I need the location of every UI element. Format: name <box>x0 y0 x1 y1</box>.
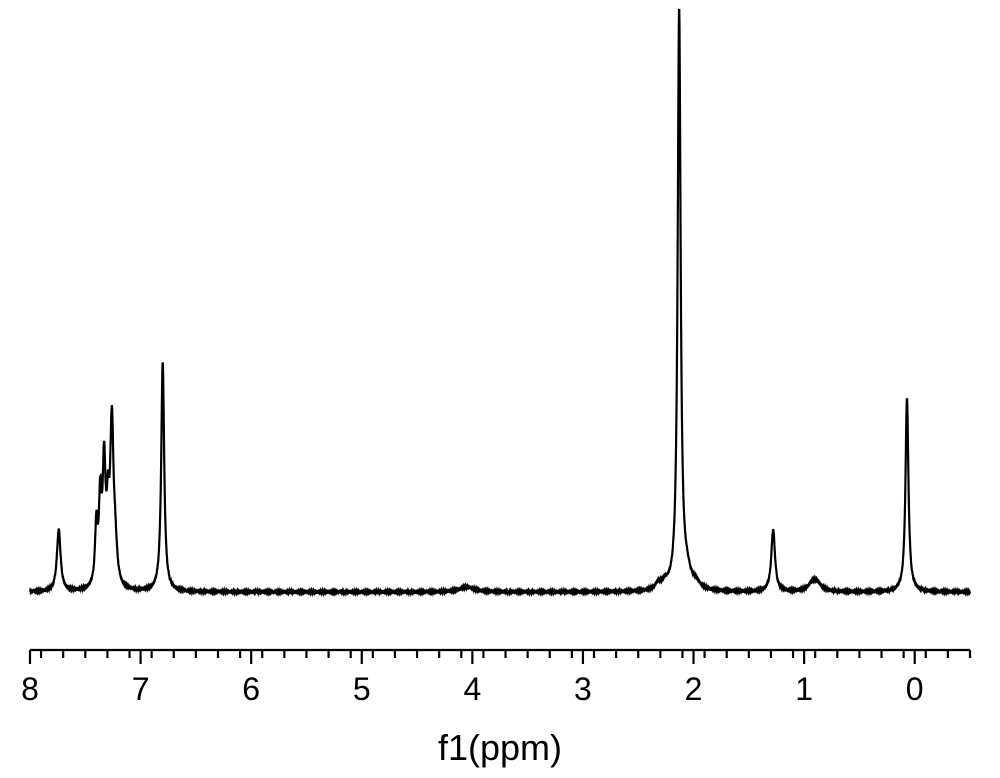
spectrum-trace <box>30 10 970 593</box>
x-tick-label: 2 <box>685 671 703 707</box>
x-tick-label: 7 <box>132 671 150 707</box>
x-tick-label: 3 <box>574 671 592 707</box>
nmr-spectrum-chart: 8 7 6 5 4 3 2 1 0 f1(ppm) <box>0 0 1000 778</box>
x-tick-label: 8 <box>21 671 39 707</box>
x-tick-label: 4 <box>463 671 481 707</box>
x-tick-label: 5 <box>353 671 371 707</box>
x-axis-label: f1(ppm) <box>438 727 562 768</box>
x-tick-label: 1 <box>795 671 813 707</box>
x-axis: 8 7 6 5 4 3 2 1 0 <box>21 650 970 707</box>
x-tick-label: 0 <box>906 671 924 707</box>
nmr-chart-container: 8 7 6 5 4 3 2 1 0 f1(ppm) <box>0 0 1000 778</box>
x-tick-label: 6 <box>242 671 260 707</box>
